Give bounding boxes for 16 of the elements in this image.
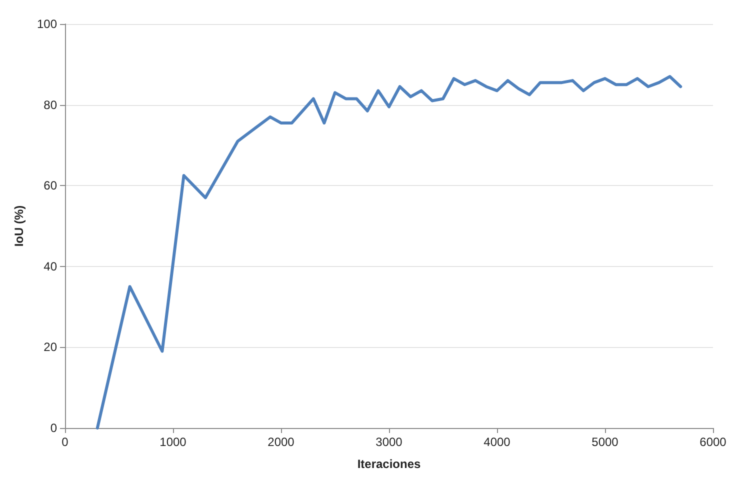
line-series: [96, 75, 682, 430]
x-tick-label: 4000: [484, 435, 511, 449]
x-tick-label: 1000: [160, 435, 187, 449]
x-tick-label: 2000: [268, 435, 295, 449]
y-tick-label: 20: [44, 340, 58, 354]
y-tick-label: 100: [36, 17, 58, 31]
y-tick-label: 80: [44, 98, 58, 112]
y-axis-title: IoU (%): [12, 205, 26, 247]
y-tick-label: 40: [44, 259, 58, 274]
x-tick-label: 5000: [592, 435, 619, 449]
x-tick-label: 0: [62, 435, 69, 449]
x-tick-label: 3000: [376, 435, 403, 449]
x-tick-label: 6000: [700, 435, 727, 449]
y-tick-label: 0: [50, 421, 58, 435]
x-axis-title: Iteraciones: [357, 457, 421, 471]
y-tick-label: 60: [44, 178, 58, 193]
